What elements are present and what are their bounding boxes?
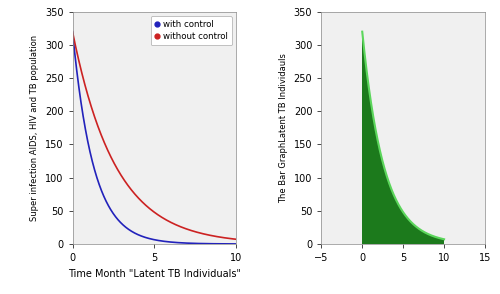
Legend: with control, without control: with control, without control <box>150 16 232 45</box>
Y-axis label: Super infection AIDS, HIV and TB population: Super infection AIDS, HIV and TB populat… <box>30 35 40 221</box>
Y-axis label: The Bar GraphLatent TB Individauls: The Bar GraphLatent TB Individauls <box>279 53 288 203</box>
X-axis label: Time Month "Latent TB Individuals": Time Month "Latent TB Individuals" <box>68 269 241 279</box>
